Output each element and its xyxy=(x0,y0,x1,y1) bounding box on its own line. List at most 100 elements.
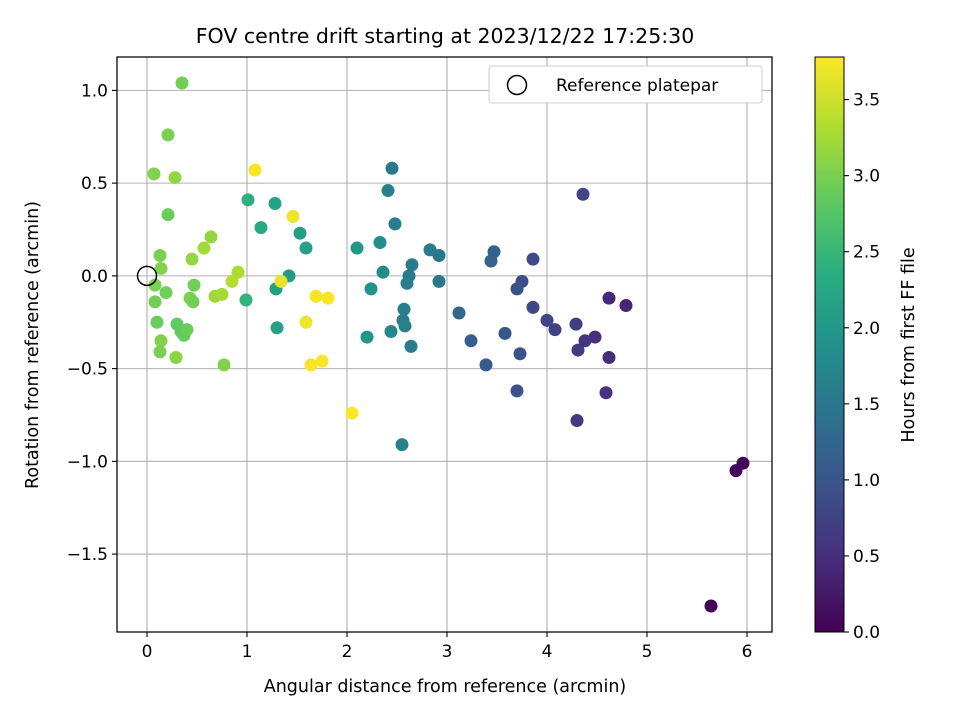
data-point xyxy=(241,193,255,207)
x-axis-ticks: 0 1 2 3 4 5 6 xyxy=(142,632,753,662)
data-point xyxy=(168,171,182,185)
data-point xyxy=(510,282,524,296)
data-point xyxy=(153,248,167,262)
colorbar-tick-label: 1.5 xyxy=(853,395,880,415)
data-point xyxy=(384,325,398,339)
data-point xyxy=(217,358,231,372)
data-point xyxy=(452,306,466,320)
chart-title: FOV centre drift starting at 2023/12/22 … xyxy=(196,24,695,48)
data-point xyxy=(147,167,161,181)
data-point xyxy=(225,274,239,288)
legend-marker-reference-platepar xyxy=(506,74,528,96)
data-point xyxy=(350,241,364,255)
data-point xyxy=(599,386,613,400)
data-point xyxy=(540,313,554,327)
data-point xyxy=(248,163,262,177)
y-tick-label: 0.0 xyxy=(81,267,108,287)
y-tick-label: −1.0 xyxy=(67,452,108,472)
data-point xyxy=(479,358,493,372)
x-tick-label: 2 xyxy=(342,642,353,662)
data-point xyxy=(309,289,323,303)
legend: Reference platepar xyxy=(488,65,763,104)
data-point xyxy=(304,358,318,372)
data-point xyxy=(400,276,414,290)
data-point xyxy=(578,334,592,348)
data-point xyxy=(161,128,175,142)
y-tick-label: 1.0 xyxy=(81,81,108,101)
data-point xyxy=(385,161,399,175)
data-point xyxy=(526,300,540,314)
colorbar-gradient xyxy=(814,56,845,633)
plot-area-frame xyxy=(116,56,773,633)
data-point xyxy=(299,241,313,255)
data-point xyxy=(405,258,419,272)
data-point xyxy=(484,254,498,268)
x-tick-label: 6 xyxy=(742,642,753,662)
data-point xyxy=(464,334,478,348)
data-point xyxy=(513,347,527,361)
data-point xyxy=(345,406,359,420)
data-points xyxy=(136,76,750,613)
y-tick-label: −0.5 xyxy=(67,360,108,380)
data-point xyxy=(315,354,329,368)
data-point xyxy=(231,265,245,279)
data-point xyxy=(423,243,437,257)
data-point xyxy=(602,350,616,364)
y-axis-ticks: −1.5 −1.0 −0.5 0.0 0.5 1.0 xyxy=(67,81,117,565)
data-point xyxy=(548,323,562,337)
data-point xyxy=(159,286,173,300)
data-point xyxy=(602,291,616,305)
data-point xyxy=(576,187,590,201)
data-point xyxy=(197,241,211,255)
colorbar: 0.0 0.5 1.0 1.5 2.0 2.5 3.0 3.5 Hours from firs… xyxy=(814,56,919,643)
data-point xyxy=(286,210,300,224)
data-point xyxy=(169,350,183,364)
x-tick-label: 5 xyxy=(642,642,653,662)
data-point xyxy=(185,252,199,266)
x-axis-label: Angular distance from reference (arcmin) xyxy=(264,677,627,697)
data-point xyxy=(510,384,524,398)
reference-platepar-marker xyxy=(136,265,158,287)
colorbar-tick-label: 3.0 xyxy=(853,167,880,187)
data-point xyxy=(498,326,512,340)
data-point xyxy=(239,293,253,307)
x-tick-label: 4 xyxy=(542,642,553,662)
data-point xyxy=(588,330,602,344)
data-point xyxy=(569,317,583,331)
data-point xyxy=(161,208,175,222)
data-point xyxy=(274,274,288,288)
data-point xyxy=(570,414,584,428)
data-point xyxy=(154,334,168,348)
data-point xyxy=(397,302,411,316)
y-axis-label: Rotation from reference (arcmin) xyxy=(23,201,43,489)
y-tick-label: −1.5 xyxy=(67,545,108,565)
data-point xyxy=(154,261,168,275)
colorbar-tick-label: 2.0 xyxy=(853,319,880,339)
data-point xyxy=(395,438,409,452)
data-point xyxy=(204,230,218,244)
colorbar-tick-label: 0.0 xyxy=(853,623,880,643)
data-point xyxy=(432,274,446,288)
data-point xyxy=(526,252,540,266)
data-point xyxy=(736,456,750,470)
data-point xyxy=(381,184,395,198)
colorbar-ticks: 0.0 0.5 1.0 1.5 2.0 2.5 3.0 3.5 xyxy=(844,91,880,643)
data-point xyxy=(215,287,229,301)
data-point xyxy=(398,319,412,333)
data-point xyxy=(571,343,585,357)
data-point xyxy=(268,197,282,211)
y-tick-label: 0.5 xyxy=(81,174,108,194)
data-point xyxy=(153,345,167,359)
data-point xyxy=(187,278,201,292)
data-point xyxy=(360,330,374,344)
data-point xyxy=(175,76,189,90)
data-point xyxy=(704,599,718,613)
data-point xyxy=(321,291,335,305)
colorbar-tick-label: 0.5 xyxy=(853,547,880,567)
data-point xyxy=(299,315,313,329)
colorbar-tick-label: 1.0 xyxy=(853,471,880,491)
grid xyxy=(117,57,772,632)
data-point xyxy=(148,295,162,309)
data-point xyxy=(150,315,164,329)
x-tick-label: 3 xyxy=(442,642,453,662)
